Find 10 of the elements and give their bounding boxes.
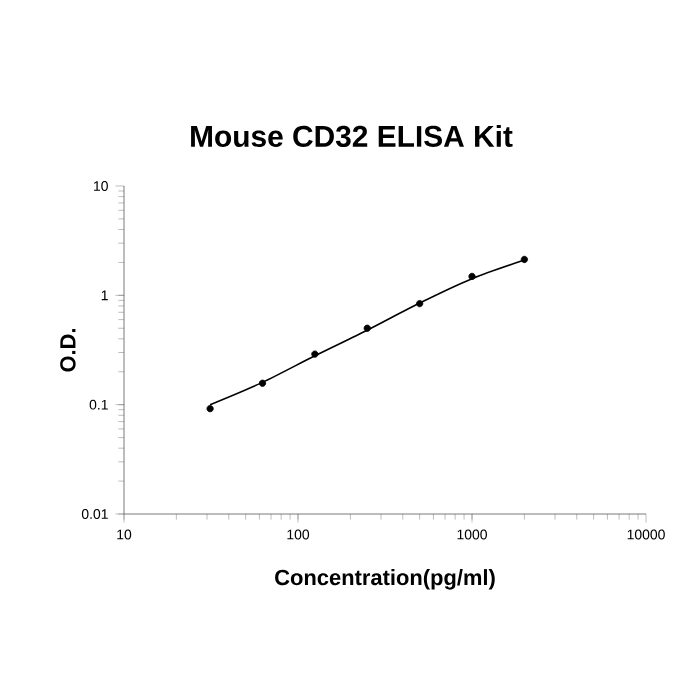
chart-title: Mouse CD32 ELISA Kit xyxy=(191,125,513,148)
x-axis-title: Concentration(pg/ml) xyxy=(275,569,495,590)
point xyxy=(520,255,528,264)
point xyxy=(311,350,319,358)
y-axis-title: O.D. xyxy=(60,329,76,372)
point xyxy=(206,405,214,413)
point xyxy=(416,300,424,308)
point xyxy=(363,324,371,332)
point xyxy=(468,272,476,280)
point xyxy=(258,379,267,387)
